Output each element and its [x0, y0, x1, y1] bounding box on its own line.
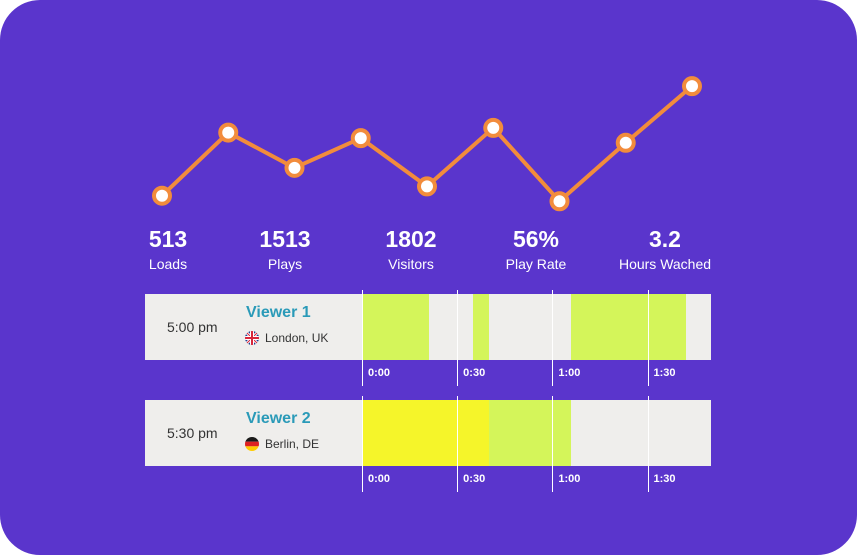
- stat-label: Visitors: [388, 256, 434, 272]
- timeline-tick: [457, 396, 459, 492]
- viewer-name[interactable]: Viewer 1: [246, 304, 311, 321]
- stat-value: 3.2: [649, 226, 681, 252]
- trend-point-2[interactable]: [218, 122, 239, 143]
- viewer-name[interactable]: Viewer 2: [246, 410, 311, 427]
- timeline-tick-label: 1:00: [558, 367, 581, 379]
- timeline-tick-label: 0:30: [463, 367, 486, 379]
- watch-segment[interactable]: [362, 400, 489, 466]
- trend-point-4[interactable]: [350, 128, 371, 149]
- stat-value: 1802: [385, 226, 437, 252]
- stat-label: Loads: [148, 256, 188, 272]
- viewer-row-2[interactable]: 5:30 pm Viewer 2 Berlin, DE: [145, 400, 711, 466]
- location-text: London, UK: [265, 331, 329, 345]
- watch-timeline[interactable]: [362, 294, 711, 360]
- stat-value: 1513: [259, 226, 311, 252]
- location-text: Berlin, DE: [265, 437, 320, 451]
- session-time: 5:00 pm: [167, 319, 218, 335]
- watch-segment[interactable]: [488, 400, 572, 466]
- viewer-location: Berlin, DE: [245, 437, 319, 451]
- viewer-location: London, UK: [245, 331, 328, 345]
- stat-loads: 513 Loads: [103, 226, 233, 273]
- watch-segment[interactable]: [473, 294, 489, 360]
- timeline-tick: [362, 290, 363, 386]
- trend-point-9[interactable]: [682, 76, 702, 97]
- stat-play-rate: 56% Play Rate: [471, 226, 601, 273]
- timeline-tick: [647, 290, 649, 386]
- stat-label: Hours Wached: [618, 256, 712, 272]
- timeline-tick: [647, 396, 649, 492]
- watch-segment[interactable]: [362, 294, 429, 360]
- timeline-tick: [362, 396, 363, 492]
- timeline-tick: [552, 396, 554, 492]
- stat-plays: 1513 Plays: [220, 226, 350, 273]
- watch-segment[interactable]: [571, 294, 686, 360]
- trend-line-chart: [152, 76, 702, 212]
- stat-label: Plays: [267, 256, 303, 272]
- germany-flag-icon: [245, 437, 259, 451]
- trend-point-3[interactable]: [284, 157, 305, 178]
- uk-flag-icon: [245, 331, 259, 345]
- stat-hours-watched: 3.2 Hours Wached: [600, 226, 730, 273]
- trend-point-5[interactable]: [417, 176, 437, 197]
- stat-label: Play Rate: [505, 256, 567, 272]
- stat-visitors: 1802 Visitors: [346, 226, 476, 273]
- viewer-row-1[interactable]: 5:00 pm Viewer 1 London, UK: [145, 294, 711, 360]
- trend-point-8[interactable]: [615, 132, 636, 153]
- watch-timeline[interactable]: [362, 400, 711, 466]
- trend-point-6[interactable]: [483, 117, 504, 138]
- timeline-tick-label: 1:30: [653, 367, 676, 379]
- session-time: 5:30 pm: [167, 425, 218, 441]
- timeline-tick-label: 0:00: [368, 473, 391, 485]
- timeline-tick: [457, 290, 459, 386]
- timeline-tick-label: 1:30: [653, 473, 676, 485]
- stat-value: 513: [148, 226, 188, 252]
- trend-point-1[interactable]: [152, 185, 172, 206]
- timeline-tick-label: 0:30: [463, 473, 486, 485]
- timeline-tick-label: 0:00: [368, 367, 391, 379]
- stat-value: 56%: [512, 226, 560, 252]
- timeline-tick-label: 1:00: [558, 473, 581, 485]
- timeline-tick: [552, 290, 554, 386]
- trend-point-7[interactable]: [549, 191, 570, 212]
